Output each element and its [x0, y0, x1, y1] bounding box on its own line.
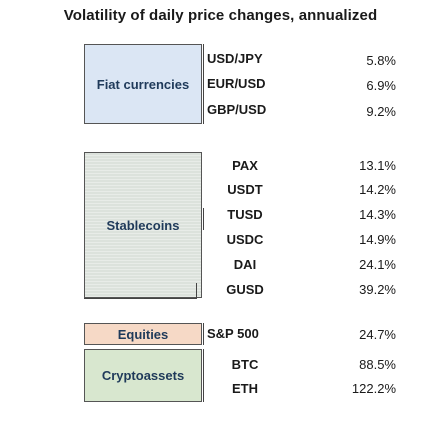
asset-label: GBP/USD: [207, 102, 297, 118]
asset-label: DAI: [203, 257, 287, 273]
volatility-value: 14.9%: [336, 232, 396, 248]
volatility-value: 122.2%: [336, 381, 396, 397]
category-fiat-currencies: Fiat currencies: [84, 44, 202, 124]
volatility-value: 24.7%: [336, 327, 396, 343]
volatility-value: 14.3%: [336, 207, 396, 223]
asset-label: BTC: [203, 357, 287, 373]
asset-label: TUSD: [203, 207, 287, 223]
divider: [203, 44, 204, 124]
divider: [203, 323, 204, 345]
category-cryptoassets: Cryptoassets: [84, 349, 202, 402]
volatility-value: 9.2%: [336, 104, 396, 120]
divider: [196, 283, 197, 298]
volatility-value: 88.5%: [336, 357, 396, 373]
volatility-value: 13.1%: [336, 158, 396, 174]
asset-label: GUSD: [203, 282, 287, 298]
chart-title: Volatility of daily price changes, annua…: [0, 7, 441, 24]
asset-label: USDT: [203, 182, 287, 198]
asset-label: USDC: [203, 232, 287, 248]
divider: [84, 298, 197, 299]
category-label: Equities: [118, 327, 169, 342]
volatility-value: 24.1%: [336, 257, 396, 273]
asset-label: EUR/USD: [207, 76, 297, 92]
volatility-value: 39.2%: [336, 282, 396, 298]
asset-label: PAX: [203, 158, 287, 174]
asset-label: ETH: [203, 381, 287, 397]
category-label: Cryptoassets: [102, 368, 184, 383]
asset-label: S&P 500: [207, 326, 297, 342]
category-label: Stablecoins: [107, 218, 180, 233]
volatility-value: 5.8%: [336, 53, 396, 69]
category-label: Fiat currencies: [97, 77, 190, 92]
volatility-value: 6.9%: [336, 78, 396, 94]
category-stablecoins: Stablecoins: [84, 152, 202, 298]
category-equities: Equities: [84, 323, 202, 345]
asset-label: USD/JPY: [207, 51, 297, 67]
volatility-value: 14.2%: [336, 182, 396, 198]
